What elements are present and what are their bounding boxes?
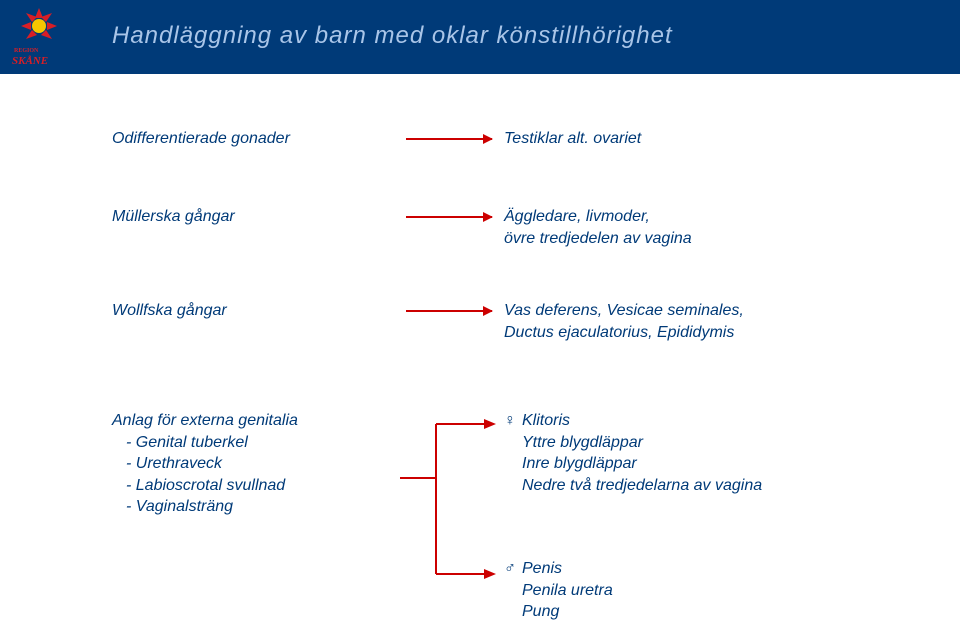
slide-header: REGION SKÅNE Handläggning av barn med ok… [0, 0, 960, 74]
row4-left: Anlag för externa genitalia Genital tube… [112, 410, 372, 518]
male-line: Pung [504, 601, 864, 623]
male-line: Penila uretra [504, 580, 864, 602]
row3-left: Wollfska gångar [112, 300, 372, 322]
female-symbol-icon: ♀ [504, 410, 522, 432]
female-line: Yttre blygdläppar [504, 432, 864, 454]
female-line: Inre blygdläppar [504, 453, 864, 475]
row3-right: Vas deferens, Vesicae seminales,Ductus e… [504, 300, 864, 343]
row1-left: Odifferentierade gonader [112, 128, 372, 150]
arrow-2 [406, 216, 492, 218]
slide-title: Handläggning av barn med oklar könstillh… [112, 22, 673, 50]
arrow-3 [406, 310, 492, 312]
male-symbol-icon: ♂ [504, 558, 522, 580]
row1-right: Testiklar alt. ovariet [504, 128, 864, 150]
row4-female: ♀Klitoris Yttre blygdläppar Inre blygdlä… [504, 410, 864, 496]
list-item: Labioscrotal svullnad [126, 475, 372, 497]
list-item: Vaginalsträng [126, 496, 372, 518]
arrow-1 [406, 138, 492, 140]
fork-arrow [406, 444, 492, 574]
list-item: Genital tuberkel [126, 432, 372, 454]
svg-text:REGION: REGION [14, 48, 39, 54]
female-line: Klitoris [522, 412, 570, 429]
region-skane-logo: REGION SKÅNE [10, 6, 68, 68]
row4-left-sublist: Genital tuberkel Urethraveck Labioscrota… [112, 432, 372, 518]
row4-left-head: Anlag för externa genitalia [112, 410, 372, 432]
female-line: Nedre två tredjedelarna av vagina [504, 475, 864, 497]
row2-left: Müllerska gångar [112, 206, 372, 228]
row2-right: Äggledare, livmoder,övre tredjedelen av … [504, 206, 864, 249]
list-item: Urethraveck [126, 453, 372, 475]
row4-male: ♂Penis Penila uretra Pung [504, 558, 864, 623]
svg-text:SKÅNE: SKÅNE [12, 55, 48, 67]
male-line: Penis [522, 560, 562, 577]
